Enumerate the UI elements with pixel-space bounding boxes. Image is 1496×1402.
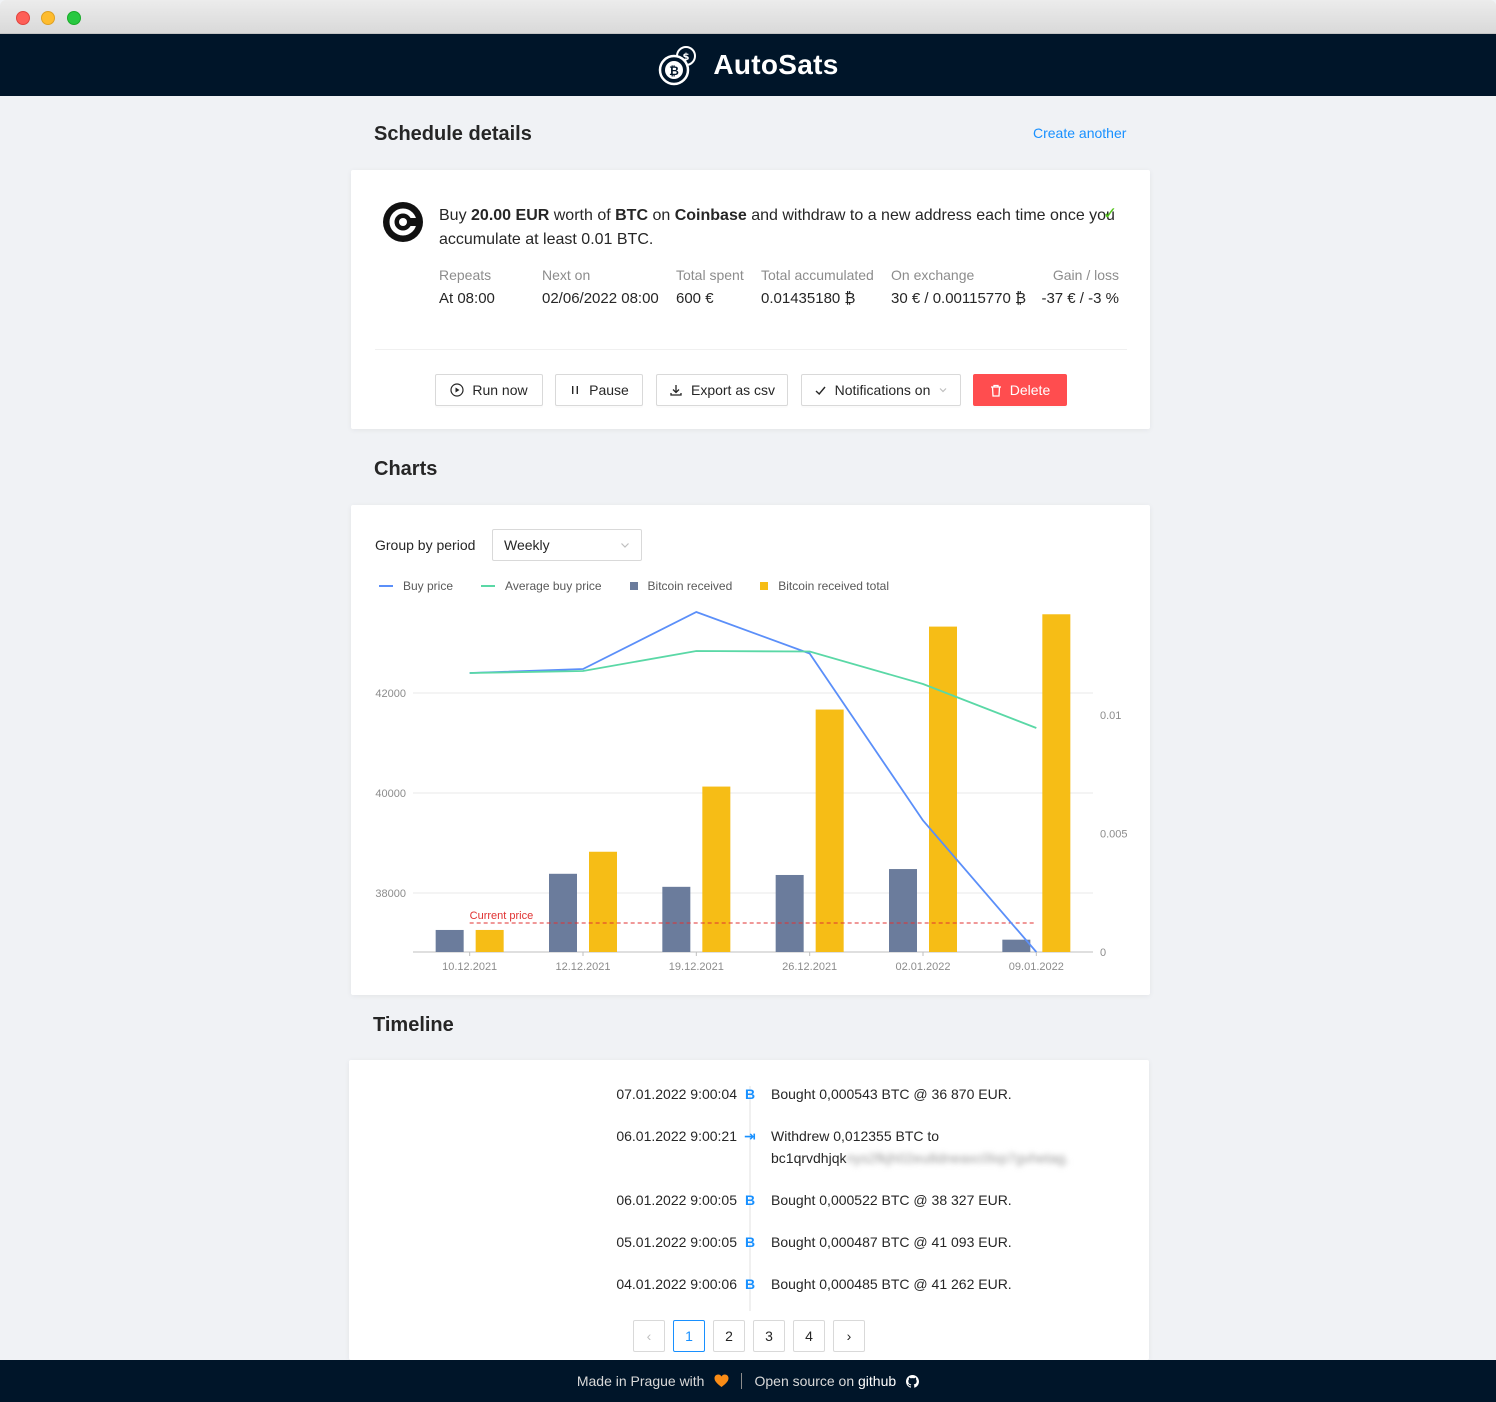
y-right-tick-label: 0 (1100, 947, 1106, 959)
download-icon (670, 385, 682, 396)
charts-title: Charts (374, 458, 438, 480)
maximize-window-button[interactable] (67, 11, 81, 25)
timeline-axis (749, 1086, 751, 1311)
withdraw-address-hidden: nys2fkjh02eu8dneaxc0lxp7gvhetag. (846, 1150, 1070, 1166)
svg-text:$: $ (683, 52, 690, 63)
minimize-window-button[interactable] (41, 11, 55, 25)
timeline-card: 07.01.2022 9:00:04 B Bought 0,000543 BTC… (349, 1060, 1149, 1360)
notifications-dropdown[interactable]: Notifications on (801, 374, 961, 406)
y-left-tick-label: 40000 (375, 788, 406, 800)
bar-bitcoin-received-total (815, 709, 844, 952)
x-tick-label: 02.01.2022 (895, 961, 950, 973)
coinbase-logo-icon (383, 202, 423, 242)
bar-bitcoin-received-total (702, 786, 731, 952)
schedule-asset: BTC (615, 207, 649, 224)
bar-bitcoin-received (1002, 939, 1031, 952)
schedule-amount: 20.00 EUR (471, 207, 550, 224)
chevron-down-icon (621, 543, 629, 548)
stat-on-exchange: On exchange 30 € / 0.00115770 ₿ (891, 267, 1027, 307)
app-name: AutoSats (713, 49, 839, 80)
y-left-tick-label: 38000 (375, 888, 406, 900)
bar-bitcoin-received-total (1042, 614, 1071, 952)
pagination-page-1[interactable]: 1 (673, 1320, 705, 1352)
footer: Made in Prague with Open source on githu… (0, 1360, 1496, 1402)
charts-card: Group by period Weekly Buy price Average… (351, 505, 1150, 995)
card-divider (375, 349, 1127, 350)
timeline-title: Timeline (373, 1014, 454, 1036)
x-tick-label: 10.12.2021 (442, 961, 497, 973)
x-tick-label: 26.12.2021 (782, 961, 837, 973)
svg-text:₿: ₿ (669, 64, 679, 78)
run-now-button[interactable]: Run now (435, 374, 543, 406)
heart-icon (714, 1374, 729, 1387)
trash-icon (990, 384, 1001, 397)
legend-item-bitcoin-received[interactable]: Bitcoin received (629, 579, 732, 593)
stat-gain-loss: Gain / loss -37 € / -3 % (1041, 267, 1119, 307)
pagination-page-2[interactable]: 2 (713, 1320, 745, 1352)
create-another-link[interactable]: Create another (1033, 125, 1127, 141)
stat-repeats: Repeats At 08:00 (439, 267, 495, 307)
bitcoin-icon: B (745, 1086, 756, 1102)
pagination-next[interactable]: › (833, 1320, 865, 1352)
group-by-label: Group by period (375, 537, 476, 553)
legend-item-buy-price[interactable]: Buy price (379, 579, 453, 593)
withdraw-icon: ⇥ (744, 1128, 756, 1144)
close-window-button[interactable] (16, 11, 30, 25)
withdraw-address: bc1qrvdhjqk (771, 1150, 847, 1166)
chevron-down-icon (939, 388, 947, 393)
bitcoin-icon: B (745, 1276, 756, 1292)
window-titlebar (0, 0, 1496, 34)
pagination-prev[interactable]: ‹ (633, 1320, 665, 1352)
github-link[interactable]: github (858, 1373, 897, 1389)
bar-bitcoin-received (889, 869, 917, 952)
open-source-text: Open source on github (754, 1373, 897, 1389)
bitcoin-coins-logo-icon: $ ₿ (659, 46, 697, 86)
made-in-text: Made in Prague with (576, 1373, 705, 1389)
bar-bitcoin-received (662, 886, 691, 952)
y-right-tick-label: 0.005 (1100, 829, 1128, 841)
bar-bitcoin-received (549, 873, 577, 952)
brand[interactable]: $ ₿ AutoSats (657, 44, 838, 86)
current-price-label: Current price (470, 910, 534, 922)
bar-bitcoin-received (435, 929, 464, 952)
line-average-buy-price (469, 650, 1037, 729)
app-header: $ ₿ AutoSats (0, 34, 1496, 96)
schedule-details-title: Schedule details (374, 123, 532, 145)
x-tick-label: 12.12.2021 (555, 961, 610, 973)
line-buy-price (469, 611, 1038, 953)
bitcoin-icon: B (745, 1234, 756, 1250)
y-left-tick-label: 42000 (375, 688, 406, 700)
stat-total-accumulated: Total accumulated 0.01435180 ₿ (761, 267, 874, 307)
play-circle-icon (450, 383, 464, 397)
y-right-tick-label: 0.01 (1100, 710, 1121, 722)
footer-separator (741, 1373, 743, 1389)
github-icon[interactable] (906, 1374, 920, 1388)
stat-next-on: Next on 02/06/2022 08:00 (542, 267, 659, 307)
bar-bitcoin-received-total (475, 929, 504, 952)
check-icon (815, 386, 826, 395)
legend-item-bitcoin-received-total[interactable]: Bitcoin received total (760, 579, 889, 593)
bar-bitcoin-received (775, 874, 804, 952)
bar-bitcoin-received-total (589, 851, 617, 952)
bitcoin-icon: B (745, 1192, 756, 1208)
combo-chart: 38000 40000 42000 0 0.005 0.01 10.12.2021 12.12… (375, 611, 1128, 973)
chart-legend: Buy price Average buy price Bitcoin rece… (379, 579, 889, 593)
schedule-card: Buy 20.00 EUR worth of BTC on Coinbase a… (351, 170, 1150, 429)
legend-item-average-buy-price[interactable]: Average buy price (481, 579, 602, 593)
export-csv-button[interactable]: Export as csv (656, 374, 788, 406)
delete-button[interactable]: Delete (973, 374, 1067, 406)
group-by-select[interactable]: Weekly (492, 529, 642, 561)
pause-icon (572, 386, 579, 394)
schedule-exchange: Coinbase (674, 207, 747, 224)
pagination-page-4[interactable]: 4 (793, 1320, 825, 1352)
stat-total-spent: Total spent 600 € (676, 267, 744, 307)
schedule-description: Buy 20.00 EUR worth of BTC on Coinbase a… (439, 207, 1115, 248)
x-tick-label: 09.01.2022 (1009, 961, 1064, 973)
pagination-page-3[interactable]: 3 (753, 1320, 785, 1352)
x-tick-label: 19.12.2021 (669, 961, 724, 973)
bar-bitcoin-received-total (929, 626, 957, 952)
check-icon: ✓ (1103, 204, 1118, 223)
pause-button[interactable]: Pause (555, 374, 643, 406)
